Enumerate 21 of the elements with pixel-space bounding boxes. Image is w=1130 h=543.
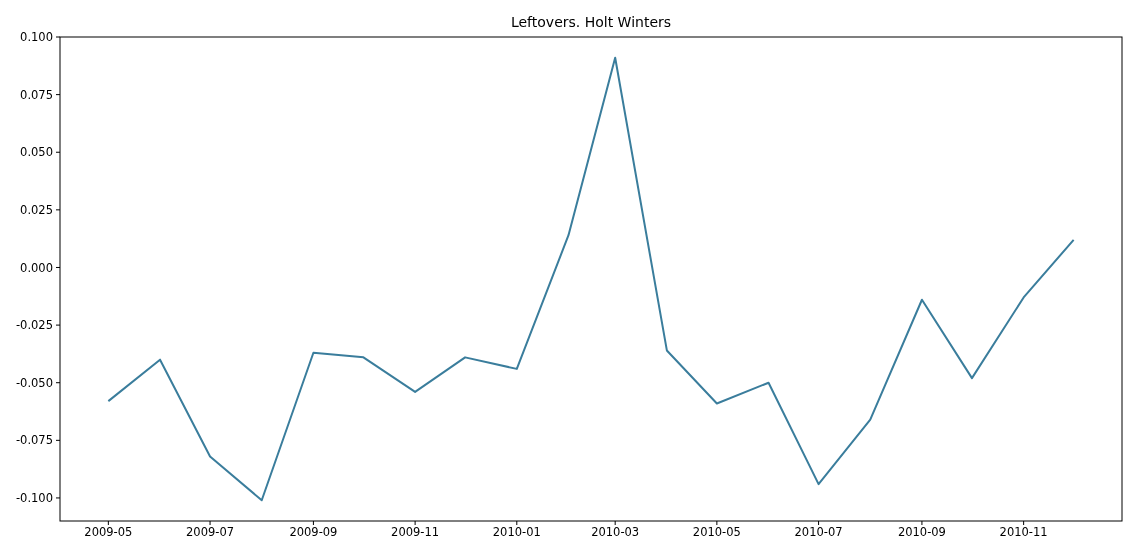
chart-title: Leftovers. Holt Winters (510, 14, 672, 30)
x-tick-label: 2010-11 (999, 525, 1048, 539)
y-tick-label: 0.000 (20, 260, 53, 275)
x-tick-label: 2010-09 (897, 525, 946, 539)
x-tick-label: 2010-07 (794, 525, 843, 539)
y-tick-label: 0.075 (20, 87, 53, 102)
x-tick-label: 2010-05 (692, 525, 741, 539)
x-tick-label: 2009-07 (186, 525, 235, 539)
y-tick-label: -0.025 (15, 318, 53, 333)
y-tick-label: 0.025 (20, 202, 53, 217)
x-tick-label: 2010-03 (591, 525, 640, 539)
y-tick-label: 0.050 (20, 145, 53, 160)
y-tick-label: -0.100 (15, 490, 53, 505)
y-tick-label: -0.050 (15, 375, 53, 390)
x-tick-label: 2010-01 (492, 525, 541, 539)
x-tick-label: 2009-09 (289, 525, 338, 539)
line-series (107, 56, 1075, 502)
x-tick-label: 2009-11 (391, 525, 440, 539)
y-tick-label: -0.075 (15, 433, 53, 448)
x-tick-label: 2009-05 (84, 525, 133, 539)
y-tick-label: 0.100 (20, 30, 53, 45)
